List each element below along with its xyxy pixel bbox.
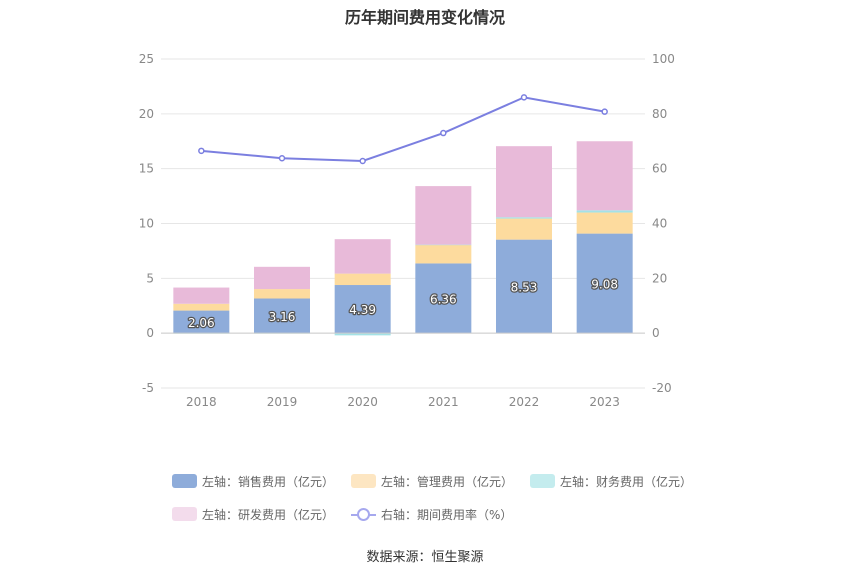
- x-axis-tick-label: 2021: [428, 395, 459, 409]
- bar-segment: [334, 285, 391, 334]
- right-axis-tick-label: 100: [652, 52, 675, 66]
- right-axis-tick-label: 20: [652, 271, 667, 285]
- left-axis-tick-label: 25: [139, 52, 154, 66]
- bar-segment: [496, 218, 552, 240]
- bar-segment: [415, 186, 472, 245]
- legend-item-rd[interactable]: 左轴：研发费用（亿元）: [172, 505, 334, 523]
- legend-item-finance[interactable]: 左轴：财务费用（亿元）: [530, 472, 692, 490]
- right-axis-tick-label: 60: [652, 162, 667, 176]
- x-axis-tick-label: 2019: [267, 395, 298, 409]
- bar-segment: [334, 333, 391, 336]
- rate-point: [520, 94, 528, 101]
- right-axis-tick-label: 0: [652, 326, 660, 340]
- x-axis-tick-label: 2022: [509, 395, 540, 409]
- rate-point: [359, 157, 366, 165]
- legend-label-rd: 左轴：研发费用（亿元）: [202, 507, 335, 522]
- legend-label-admin: 左轴：管理费用（亿元）: [381, 474, 514, 489]
- legend-swatch-rate: [351, 507, 377, 521]
- bar-segment: [254, 298, 310, 334]
- left-axis-tick-label: 5: [146, 271, 154, 285]
- left-axis-tick-label: 20: [139, 107, 154, 121]
- legend-swatch-admin: [351, 474, 377, 488]
- legend-swatch-sales: [172, 474, 197, 488]
- legend-label-rate: 右轴：期间费用率（%）: [381, 507, 513, 522]
- left-axis-tick-label: 15: [139, 162, 154, 176]
- x-axis-tick-label: 2020: [347, 395, 378, 409]
- legend-swatch-finance: [530, 474, 556, 488]
- bar-segment: [496, 217, 552, 219]
- bar-segment: [496, 239, 552, 334]
- x-axis-tick-label: 2023: [589, 395, 620, 409]
- bar-segment: [173, 287, 230, 304]
- bar-data-label: 8.53: [511, 280, 538, 294]
- left-axis-tick-label: 0: [146, 326, 154, 340]
- bar-data-label: 4.39: [349, 303, 376, 317]
- rate-point: [601, 108, 608, 115]
- chart-title: 历年期间费用变化情况: [344, 8, 505, 27]
- bar-data-label: 9.08: [591, 277, 618, 291]
- legend-item-rate[interactable]: 右轴：期间费用率（%）: [351, 505, 512, 523]
- bar-segment: [415, 263, 472, 334]
- left-axis-tick-label: -5: [142, 381, 154, 395]
- bar-segment: [173, 310, 230, 334]
- bar-segment: [576, 210, 633, 213]
- bar-segment: [334, 239, 391, 274]
- bar-segment: [415, 244, 472, 264]
- bar-segment: [576, 141, 633, 211]
- legend-swatch-rd: [172, 507, 197, 521]
- bar-segment: [576, 212, 633, 234]
- rate-point: [278, 154, 286, 162]
- legend-label-sales: 左轴：销售费用（亿元）: [202, 474, 335, 489]
- legend-item-admin[interactable]: 左轴：管理费用（亿元）: [351, 472, 513, 490]
- right-axis-tick-label: 80: [652, 107, 667, 121]
- expense-chart: -5 -20 0 0 5 20 10 40 15 60 20 80 25 100 2018 2.06 2019 3…: [139, 52, 675, 409]
- legend-label-finance: 左轴：财务费用（亿元）: [560, 474, 693, 489]
- data-source: 数据来源：恒生聚源: [366, 550, 484, 565]
- bar-segment: [415, 244, 472, 246]
- legend-item-sales[interactable]: 左轴：销售费用（亿元）: [172, 472, 334, 490]
- left-axis-tick-label: 10: [139, 217, 154, 231]
- rate-line: [201, 96, 605, 162]
- rate-point: [440, 129, 447, 137]
- bar-segment: [496, 146, 552, 218]
- bar-segment: [334, 273, 391, 286]
- x-axis-tick-label: 2018: [186, 395, 217, 409]
- right-axis-tick-label: -20: [652, 381, 672, 395]
- bar-segment: [254, 266, 310, 290]
- bar-data-label: 2.06: [188, 316, 215, 330]
- right-axis-tick-label: 40: [652, 217, 667, 231]
- bar-segment: [576, 233, 633, 334]
- chart-legend: 左轴：销售费用（亿元） 左轴：管理费用（亿元） 左轴：财务费用（亿元） 左轴：研…: [172, 472, 732, 538]
- bar-data-label: 3.16: [269, 310, 296, 324]
- rate-point: [198, 147, 205, 155]
- bar-segment: [173, 303, 230, 311]
- bar-segment: [254, 289, 310, 299]
- bar-data-label: 6.36: [430, 292, 457, 306]
